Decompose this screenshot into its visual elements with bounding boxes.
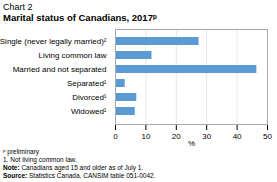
svg-text:Living common law: Living common law bbox=[38, 51, 106, 60]
svg-text:50: 50 bbox=[263, 132, 272, 141]
svg-text:10: 10 bbox=[141, 132, 150, 141]
html-text:Source: Statistics Canada, CAN: Source: Statistics Canada, CANSIM table … bbox=[3, 172, 156, 179]
svg-text:Widowed¹: Widowed¹ bbox=[71, 107, 107, 116]
html-text:ᵖ preliminary: ᵖ preliminary bbox=[3, 148, 40, 155]
html-text:1. Not living common law.: 1. Not living common law. bbox=[3, 156, 77, 163]
html-text:Chart 2: Chart 2 bbox=[3, 2, 33, 12]
svg-text:0: 0 bbox=[113, 132, 118, 141]
svg-text:Single (never legally married): Single (never legally married)² bbox=[0, 37, 107, 46]
svg-text:Separated¹: Separated¹ bbox=[67, 79, 107, 88]
svg-text:40: 40 bbox=[233, 132, 242, 141]
html-text:Note: Canadians aged 15 and ol: Note: Canadians aged 15 and older as of … bbox=[3, 164, 144, 171]
html-text:Marital status of Canadians, 2: Marital status of Canadians, 2017ᵖ bbox=[3, 12, 157, 23]
svg-text:Divorced¹: Divorced¹ bbox=[72, 93, 107, 102]
svg-text:%: % bbox=[188, 139, 195, 148]
svg-text:30: 30 bbox=[202, 132, 211, 141]
svg-text:Married and not separated: Married and not separated bbox=[13, 65, 107, 74]
svg-text:20: 20 bbox=[172, 132, 181, 141]
